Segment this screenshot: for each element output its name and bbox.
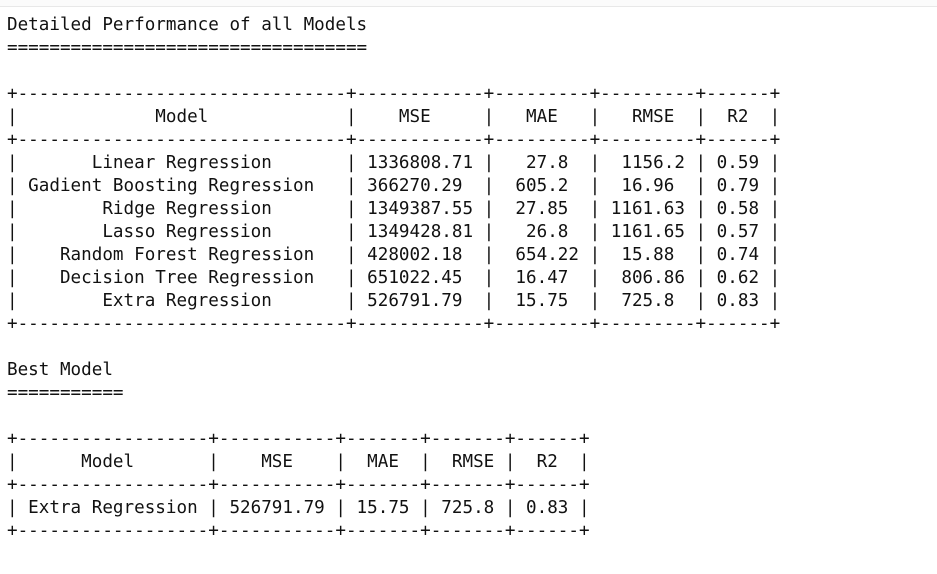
heading-underline: ================================== xyxy=(7,38,368,58)
best-table-border: +------------------+-----------+-------+… xyxy=(7,521,590,541)
best-table-header-row: | Model | MSE | MAE | RMSE | R2 | xyxy=(7,452,590,472)
best-model-heading: Best Model xyxy=(7,360,113,380)
table-row: | Lasso Regression | 1349428.81 | 26.8 |… xyxy=(7,222,781,242)
output-heading: Detailed Performance of all Models xyxy=(7,15,368,35)
table-row: | Gadient Boosting Regression | 366270.2… xyxy=(7,176,781,196)
table-border: +-------------------------------+-------… xyxy=(7,314,781,334)
best-table-border: +------------------+-----------+-------+… xyxy=(7,429,590,449)
heading-underline: =========== xyxy=(7,383,124,403)
table-header-row: | Model | MSE | MAE | RMSE | R2 | xyxy=(7,107,781,127)
table-row: | Extra Regression | 526791.79 | 15.75 |… xyxy=(7,291,781,311)
best-table-border: +------------------+-----------+-------+… xyxy=(7,475,590,495)
table-row: | Ridge Regression | 1349387.55 | 27.85 … xyxy=(7,199,781,219)
table-row: | Linear Regression | 1336808.71 | 27.8 … xyxy=(7,153,781,173)
cell-output-text: Detailed Performance of all Models =====… xyxy=(7,14,780,543)
best-table-row: | Extra Regression | 526791.79 | 15.75 |… xyxy=(7,498,590,518)
table-border: +-------------------------------+-------… xyxy=(7,84,781,104)
table-border: +-------------------------------+-------… xyxy=(7,130,781,150)
table-row: | Decision Tree Regression | 651022.45 |… xyxy=(7,268,781,288)
table-row: | Random Forest Regression | 428002.18 |… xyxy=(7,245,781,265)
output-cell-top-border xyxy=(0,0,937,7)
